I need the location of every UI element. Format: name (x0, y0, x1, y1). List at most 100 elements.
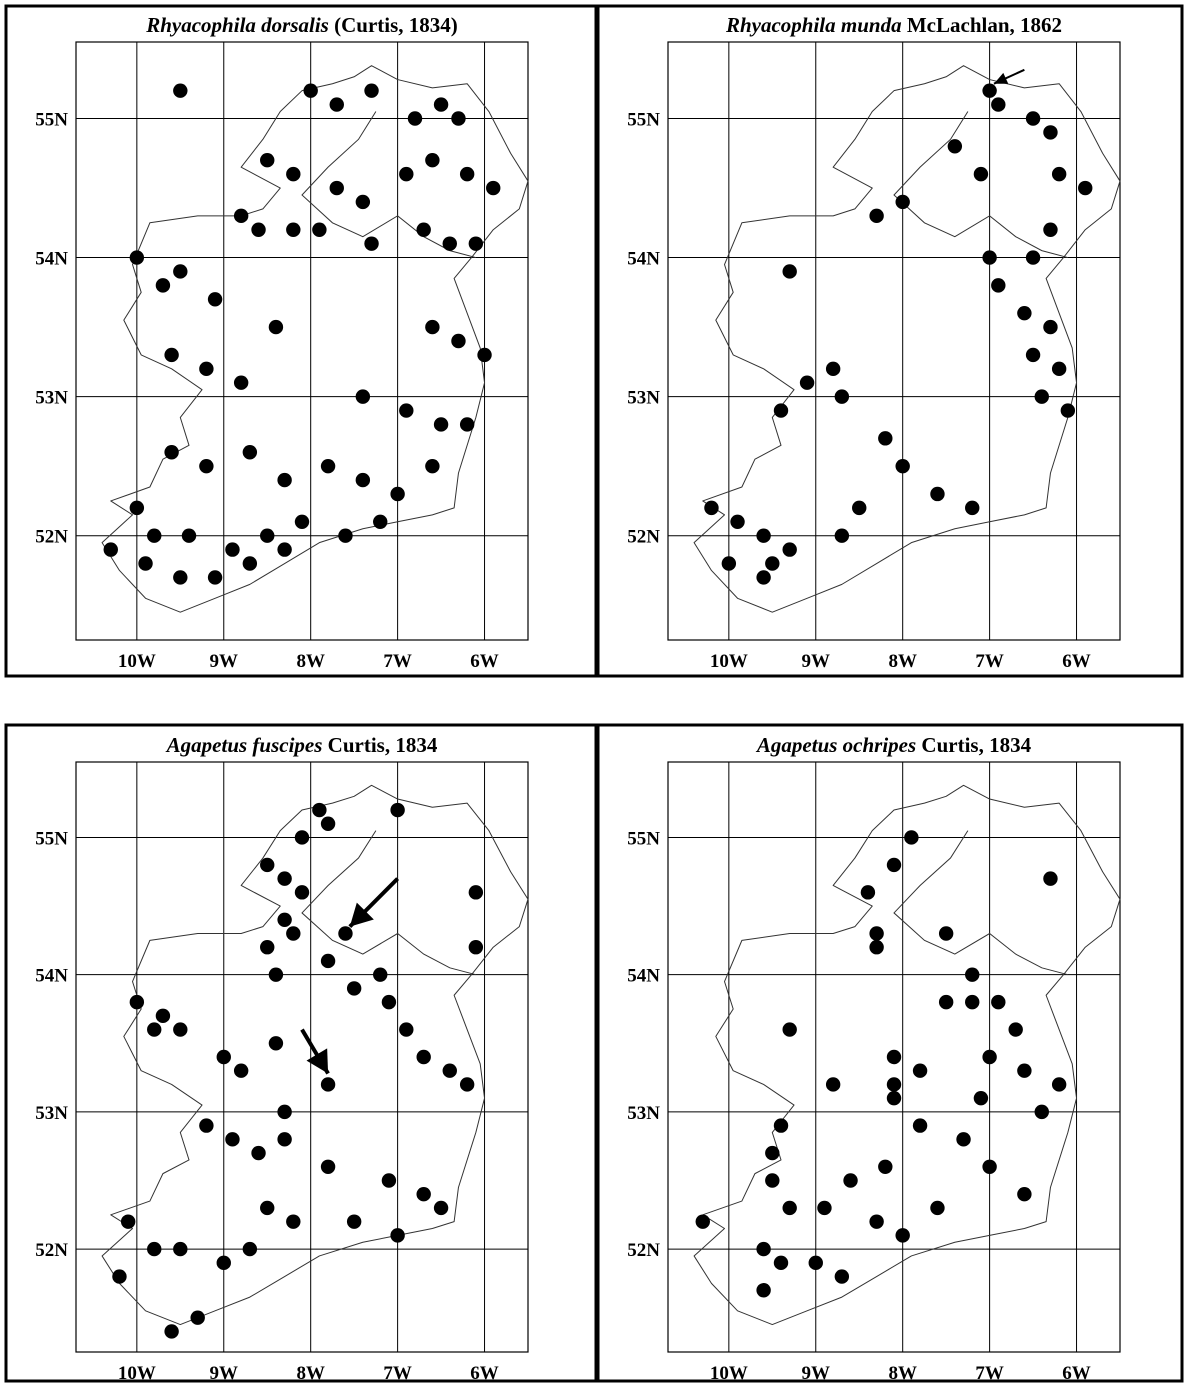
record-dot (782, 1022, 797, 1037)
record-dot (277, 1104, 292, 1120)
panel-frame (4, 4, 598, 678)
record-dot (381, 1173, 397, 1188)
record-dot (843, 1173, 858, 1188)
record-dot (260, 1200, 275, 1216)
record-dot (277, 472, 292, 488)
record-dot (199, 1118, 214, 1133)
record-dot (451, 333, 466, 349)
record-dot (399, 166, 414, 182)
record-dot (433, 1200, 449, 1216)
record-dot (233, 208, 249, 224)
record-dot (938, 994, 954, 1010)
record-dot (459, 1077, 475, 1092)
record-dot (268, 1036, 284, 1051)
latitude-label: 55N (627, 828, 660, 849)
record-dot (1025, 250, 1041, 265)
northern-ireland-border (893, 830, 1068, 976)
species-authority: (Curtis, 1834) (329, 13, 458, 37)
record-dot (721, 556, 737, 571)
record-dot (1017, 305, 1032, 321)
record-dot (442, 236, 457, 251)
longitude-label: 10W (118, 1363, 156, 1384)
record-dot (164, 347, 179, 363)
longitude-label: 10W (118, 651, 156, 672)
species-name: Agapetus fuscipes (165, 733, 323, 757)
record-dot (199, 458, 214, 474)
record-dot (799, 375, 815, 390)
record-dot (346, 1214, 362, 1229)
record-dot (982, 250, 997, 265)
record-dot (260, 940, 275, 955)
record-dot (782, 542, 797, 557)
record-dot (147, 528, 162, 543)
record-dot (242, 445, 258, 460)
record-dot (756, 528, 771, 543)
record-dot (129, 500, 145, 516)
record-dot (869, 940, 884, 955)
record-dot (1051, 1077, 1067, 1092)
pointer-arrow-icon (348, 877, 400, 929)
record-dot (965, 500, 980, 516)
latitude-label: 54N (35, 249, 68, 270)
record-dot (1017, 1187, 1032, 1202)
record-dot (346, 981, 362, 996)
species-name: Agapetus ochripes (755, 733, 916, 757)
record-dot (425, 458, 440, 474)
record-dot (225, 542, 240, 557)
record-dot (173, 1022, 188, 1037)
longitude-label: 6W (470, 1363, 499, 1384)
longitude-label: 8W (888, 1363, 917, 1384)
record-dot (965, 994, 980, 1010)
record-dot (207, 292, 223, 307)
record-dot (129, 994, 145, 1010)
longitude-label: 9W (210, 651, 239, 672)
longitude-label: 7W (383, 651, 412, 672)
latitude-label: 54N (627, 249, 660, 270)
map-plot-area (667, 761, 1121, 1353)
ireland-coastline (693, 65, 1121, 613)
record-dot (260, 528, 275, 543)
longitude-label: 10W (710, 651, 748, 672)
record-dot (147, 1022, 162, 1037)
record-dot (260, 857, 275, 873)
record-dot (765, 1173, 780, 1188)
record-dot (973, 166, 989, 182)
record-dot (869, 208, 884, 224)
record-dot (895, 458, 910, 474)
record-dot (991, 994, 1006, 1010)
record-dot (895, 1228, 910, 1243)
record-dot (869, 926, 884, 941)
panel-title: Agapetus ochripes Curtis, 1834 (755, 733, 1032, 757)
latitude-label: 52N (35, 1240, 68, 1261)
record-dot (1043, 125, 1058, 140)
latitude-label: 54N (35, 966, 68, 987)
map-panel-p4: Agapetus ochripes Curtis, 1834 55N 54N 53N 5… (596, 723, 1184, 1384)
record-dot (112, 1269, 127, 1284)
record-dot (433, 417, 449, 432)
record-dot (251, 222, 266, 237)
record-dot (286, 222, 301, 237)
longitude-label: 8W (888, 651, 917, 672)
record-dot (303, 83, 318, 98)
latitude-label: 53N (627, 388, 660, 409)
record-dot (277, 542, 292, 557)
map-panel-p2: Rhyacophila munda McLachlan, 1862 55N 54N 5… (596, 4, 1184, 678)
pointer-arrow-icon (993, 68, 1025, 85)
record-dot (991, 278, 1006, 293)
longitude-label: 8W (296, 1363, 325, 1384)
panel-title: Rhyacophila dorsalis (Curtis, 1834) (145, 13, 458, 37)
latitude-label: 53N (35, 388, 68, 409)
record-dot (390, 486, 405, 502)
record-dot (912, 1118, 928, 1133)
record-dot (399, 1022, 414, 1037)
panel-frame (596, 4, 1184, 678)
record-dot (486, 180, 501, 196)
species-authority: Curtis, 1834 (916, 733, 1031, 757)
longitude-label: 10W (710, 1363, 748, 1384)
record-dot (173, 264, 188, 279)
record-dot (704, 500, 719, 516)
panel-frame (596, 723, 1184, 1383)
record-dot (459, 166, 475, 182)
record-dot (834, 1269, 850, 1284)
pointer-arrow-icon (300, 1028, 330, 1075)
